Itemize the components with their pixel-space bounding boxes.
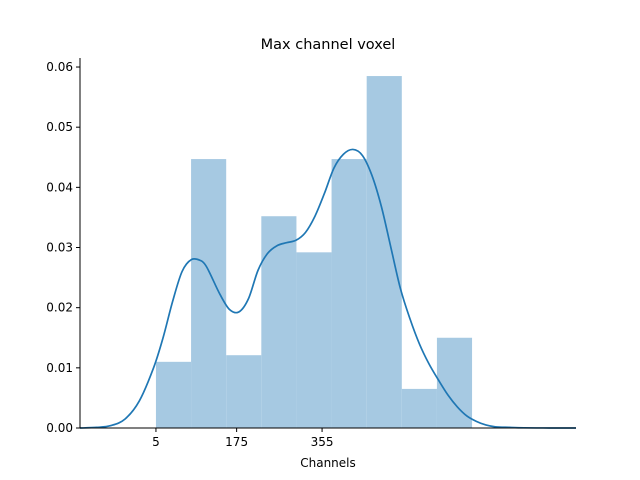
histogram-bars <box>155 76 473 429</box>
x-axis-label: Channels <box>300 456 356 470</box>
histogram-bar-1 <box>191 159 227 428</box>
y-tick-label: 0.05 <box>46 120 73 134</box>
histogram-bar-0 <box>155 361 192 428</box>
histogram-bar-8 <box>436 337 473 428</box>
histogram-bar-2 <box>226 355 262 428</box>
kde-density-line <box>79 148 577 429</box>
histogram-bar-3 <box>261 216 297 428</box>
y-tick-label: 0.06 <box>46 60 73 74</box>
y-tick-label: 0.02 <box>46 301 73 315</box>
x-tick-label: 5 <box>152 435 160 449</box>
x-tick-label: 175 <box>225 435 248 449</box>
chart-title: Max channel voxel <box>261 37 396 53</box>
histogram-bar-6 <box>366 76 402 429</box>
y-tick-label: 0.00 <box>46 421 73 435</box>
y-tick-label: 0.01 <box>46 361 73 375</box>
x-axis-ticks: 5 175 355 <box>152 428 334 449</box>
y-tick-label: 0.04 <box>46 180 73 194</box>
y-axis-ticks: 0.00 0.01 0.02 0.03 0.04 0.05 0.06 <box>46 60 80 435</box>
y-tick-label: 0.03 <box>46 241 73 255</box>
histogram-bar-7 <box>401 388 437 428</box>
histogram-bar-5 <box>331 159 367 428</box>
histogram-bar-4 <box>296 252 332 428</box>
x-tick-label: 355 <box>311 435 334 449</box>
